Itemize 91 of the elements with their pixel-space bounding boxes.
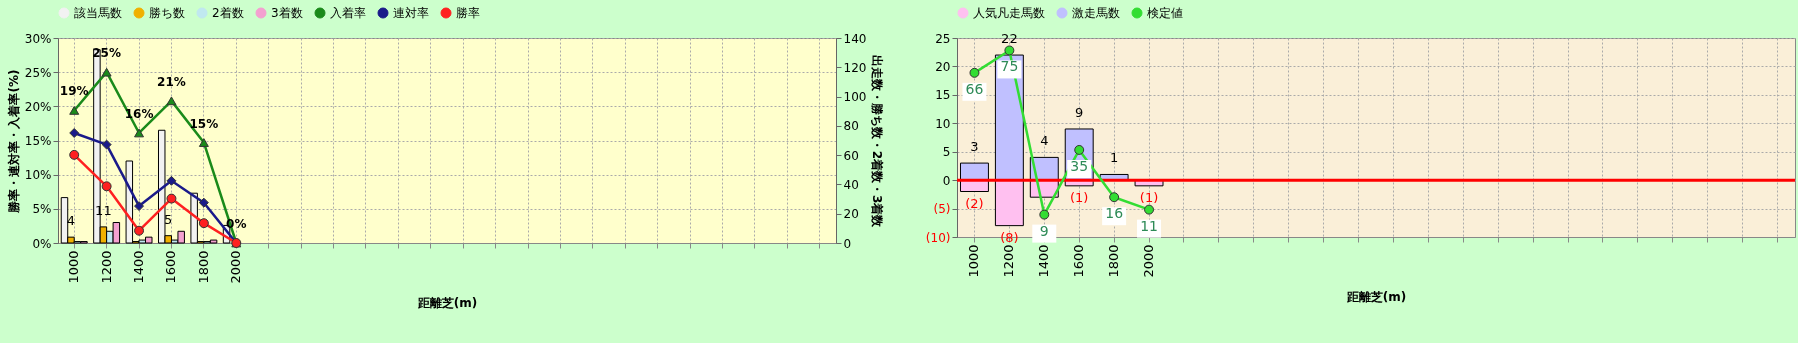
y2-tick-label: 120 <box>843 60 867 75</box>
x-tick-label: 1400 <box>1036 244 1052 278</box>
y-tick-label: 15% <box>24 134 52 148</box>
data-label: 9 <box>1039 222 1049 239</box>
data-label: 1 <box>1109 150 1119 166</box>
bar <box>959 162 989 181</box>
y-tick-label: 5% <box>32 202 52 217</box>
x-tick-label: 1800 <box>195 250 211 284</box>
x-tick-label: 1200 <box>98 250 114 284</box>
point <box>134 225 145 236</box>
data-label: 4 <box>1040 133 1049 149</box>
data-label: 3 <box>970 139 979 155</box>
y-tick-label: 0 <box>942 173 951 188</box>
legend-label: 勝率 <box>456 6 480 20</box>
point <box>1039 209 1050 220</box>
point <box>1004 45 1015 56</box>
point <box>101 139 112 150</box>
data-label: 16 <box>1105 205 1124 222</box>
y-tick-label: 20 <box>935 59 951 74</box>
data-label: 35 <box>1070 157 1089 174</box>
legend-label: 2着数 <box>212 6 244 20</box>
point <box>198 218 209 229</box>
point <box>101 67 112 77</box>
point <box>69 149 80 160</box>
x-tick-label: 1600 <box>1071 244 1087 278</box>
y-tick-label: 0% <box>32 236 52 251</box>
legend-label: 入着率 <box>330 6 366 20</box>
point <box>198 197 209 208</box>
y2-tick-label: 60 <box>843 148 859 163</box>
data-label: 66 <box>965 80 984 97</box>
point <box>969 67 980 78</box>
point <box>69 128 80 138</box>
legend-label: 人気凡走馬数 <box>973 6 1045 20</box>
point <box>166 96 177 106</box>
point <box>69 106 80 115</box>
y2-tick-label: 80 <box>843 119 859 134</box>
data-label: 5 <box>164 211 173 227</box>
y-tick-label: 10 <box>935 116 951 131</box>
data-label: 22 <box>1001 31 1018 47</box>
data-label: 19% <box>59 84 89 99</box>
legend-label: 連対率 <box>393 6 429 20</box>
x-tick-label: 1800 <box>1106 244 1122 278</box>
data-label: 75 <box>1000 58 1019 75</box>
x-tick-label: 1200 <box>1001 244 1017 278</box>
point <box>166 193 177 204</box>
y-tick-label: 25 <box>935 31 951 46</box>
data-label: (2) <box>965 195 984 211</box>
point <box>166 175 177 186</box>
x-tick-label: 1400 <box>131 250 147 284</box>
legend-label: 勝ち数 <box>149 6 185 20</box>
data-label: (1) <box>1070 189 1089 205</box>
x-tick-label: 1000 <box>966 244 982 278</box>
y-tick-label: 15 <box>935 88 951 103</box>
y2-tick-label: 0 <box>843 236 852 251</box>
point <box>1144 204 1155 215</box>
data-label: 11 <box>1140 217 1158 234</box>
y2-tick-label: 40 <box>843 177 859 192</box>
point <box>134 128 145 138</box>
point <box>101 181 112 192</box>
x-tick-label: 1600 <box>163 250 179 284</box>
data-label: (8) <box>1000 229 1019 245</box>
legend-label: 激走馬数 <box>1072 6 1120 20</box>
point <box>198 138 209 147</box>
y-tick-label: 25% <box>24 65 52 80</box>
point <box>1074 144 1085 155</box>
x-tick-label: 1000 <box>66 250 82 284</box>
y2-axis-title: 出走数・勝ち数・2着数・3着数 <box>870 54 885 229</box>
legend-label: 該当馬数 <box>74 6 122 20</box>
y2-tick-label: 140 <box>843 31 867 46</box>
x-axis-title: 距離芝(m) <box>416 295 478 310</box>
y2-tick-label: 100 <box>843 90 867 105</box>
bar <box>994 179 1024 227</box>
y-tick-label: (10) <box>925 230 951 245</box>
x-tick-label: 2000 <box>228 250 244 284</box>
point <box>1109 192 1120 203</box>
data-label: 15% <box>189 116 219 131</box>
data-label: (1) <box>1139 189 1159 205</box>
y-tick-label: 5 <box>942 145 951 160</box>
x-tick-label: 2000 <box>1141 244 1157 278</box>
x-axis-title: 距離芝(m) <box>1345 289 1407 304</box>
y-tick-label: 20% <box>24 99 52 114</box>
point <box>134 201 145 212</box>
legend-label: 3着数 <box>271 6 303 20</box>
y-axis-title: 勝率・連対率・入着率(%) <box>6 69 21 214</box>
y-tick-label: 10% <box>24 168 52 183</box>
y2-tick-label: 20 <box>843 207 859 222</box>
y-tick-label: (5) <box>933 202 951 217</box>
data-label: 21% <box>157 74 186 89</box>
y-tick-label: 30% <box>24 31 52 46</box>
data-label: 9 <box>1075 104 1084 120</box>
legend-label: 検定値 <box>1147 6 1183 20</box>
